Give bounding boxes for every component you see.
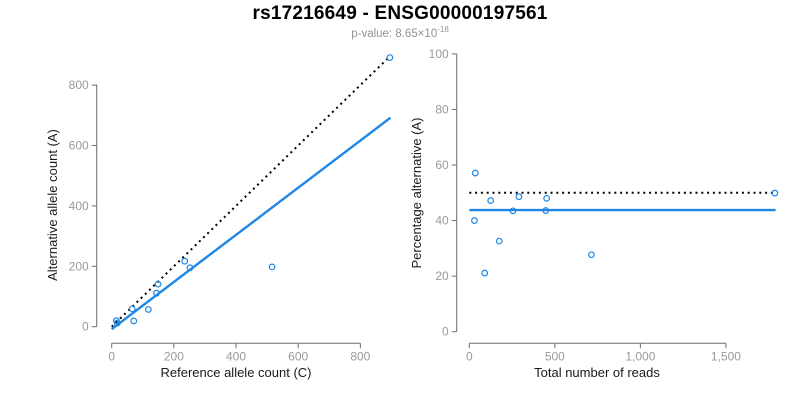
y-axis-title: Alternative allele count (A) <box>45 129 60 281</box>
x-tick-label: 200 <box>164 349 184 363</box>
data-point <box>181 257 189 265</box>
y-tick-label: 0 <box>442 325 449 339</box>
y-tick-label: 400 <box>69 199 89 213</box>
y-tick-label: 800 <box>69 78 89 92</box>
x-tick-label: 400 <box>226 349 246 363</box>
y-tick-label: 600 <box>69 139 89 153</box>
data-point <box>154 280 162 288</box>
y-tick-label: 0 <box>82 320 89 334</box>
y-tick-label: 40 <box>435 214 449 228</box>
data-point <box>515 193 523 201</box>
data-point <box>186 264 194 272</box>
data-point <box>130 317 138 325</box>
data-point <box>128 305 136 313</box>
x-tick-label: 500 <box>545 349 565 363</box>
y-tick-label: 20 <box>435 269 449 283</box>
x-tick-label: 1,500 <box>711 349 741 363</box>
fit-line <box>110 116 392 331</box>
data-point <box>153 289 160 297</box>
p-value-text: p-value: 8.65×10 <box>351 27 438 40</box>
x-tick-label: 1,000 <box>625 349 655 363</box>
x-tick-label: 0 <box>466 349 473 363</box>
identity-line <box>111 56 390 328</box>
data-point <box>542 207 550 214</box>
data-point <box>471 169 479 177</box>
y-tick-label: 100 <box>429 47 449 61</box>
x-tick-label: 600 <box>288 349 308 363</box>
data-point <box>112 317 120 325</box>
p-value-exponent: -18 <box>437 25 449 34</box>
y-tick-label: 60 <box>435 158 449 172</box>
left-scatter-plot: 0 200 400 600 800 0 200 400 600 800 Reference alle… <box>45 54 394 380</box>
data-point <box>771 189 779 197</box>
data-point <box>487 197 495 204</box>
x-tick-label: 800 <box>350 349 370 363</box>
right-scatter-plot: 0 20 40 60 80 100 0 500 1,000 1,500 Total number o… <box>409 47 779 380</box>
x-tick-label: 0 <box>108 349 115 363</box>
data-points <box>471 169 779 277</box>
y-tick-label: 80 <box>435 102 449 116</box>
page-title: rs17216649 - ENSG00000197561 <box>252 3 548 24</box>
data-point <box>481 269 489 277</box>
data-points <box>112 54 394 327</box>
data-point <box>495 237 503 245</box>
data-point <box>509 207 517 215</box>
y-tick-label: 200 <box>69 259 89 273</box>
data-point <box>268 263 276 271</box>
p-value-subtitle: p-value: 8.65×10-18 <box>0 25 800 40</box>
y-axis-title: Percentage alternative (A) <box>409 117 424 268</box>
data-point <box>543 194 551 202</box>
x-axis-title: Reference allele count (C) <box>160 365 311 380</box>
data-point <box>471 217 478 224</box>
data-point <box>144 306 152 313</box>
data-point <box>588 251 595 259</box>
x-axis-title: Total number of reads <box>534 365 660 380</box>
data-point <box>386 54 394 62</box>
